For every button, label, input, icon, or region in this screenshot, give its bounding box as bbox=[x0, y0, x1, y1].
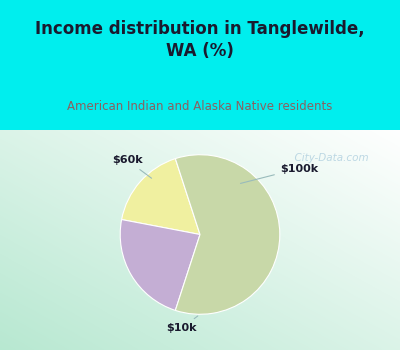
Wedge shape bbox=[122, 159, 200, 234]
Text: $60k: $60k bbox=[112, 155, 152, 178]
Text: $10k: $10k bbox=[166, 316, 198, 333]
Wedge shape bbox=[175, 155, 280, 314]
Text: $100k: $100k bbox=[240, 163, 318, 183]
Text: American Indian and Alaska Native residents: American Indian and Alaska Native reside… bbox=[67, 100, 333, 113]
Text: Income distribution in Tanglewilde,
WA (%): Income distribution in Tanglewilde, WA (… bbox=[35, 20, 365, 60]
Text: City-Data.com: City-Data.com bbox=[288, 153, 368, 163]
Wedge shape bbox=[120, 219, 200, 310]
